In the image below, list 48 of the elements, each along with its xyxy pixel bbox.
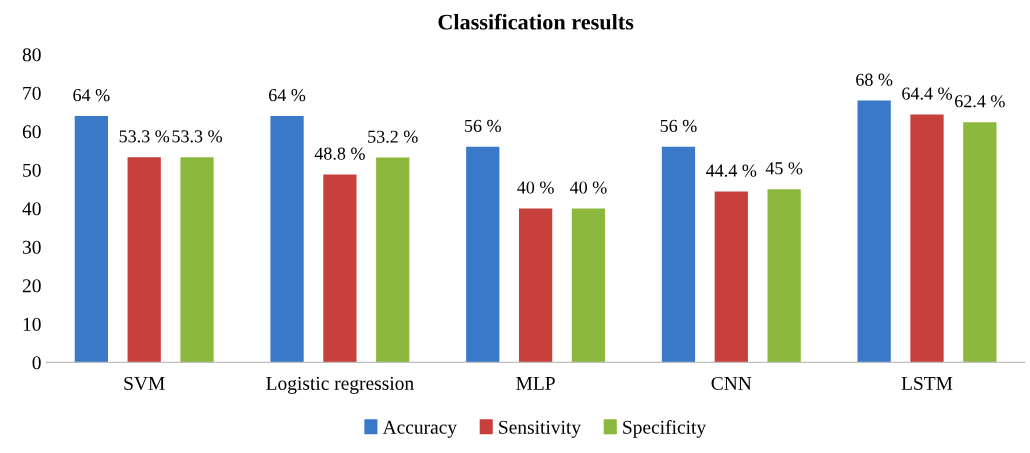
bar <box>518 208 553 363</box>
x-tick-label: CNN <box>711 376 752 390</box>
y-tick-label: 30 <box>22 240 41 254</box>
y-tick-label: 0 <box>32 356 41 370</box>
bar <box>466 146 500 363</box>
data-label: 56 % <box>465 119 501 133</box>
data-label: 40 % <box>569 181 607 194</box>
data-label: 64 % <box>269 89 306 102</box>
chart-title: Classification results <box>438 13 634 30</box>
x-tick-label: MLP <box>516 377 555 390</box>
legend-label: Specificity <box>623 419 707 438</box>
data-label: 53.3 % <box>119 130 170 143</box>
bar <box>910 114 944 363</box>
y-tick-label: 60 <box>22 125 41 139</box>
bar <box>714 191 748 363</box>
data-label: 53.3 % <box>172 130 222 143</box>
data-label: 53.2 % <box>368 130 418 143</box>
bar <box>767 189 801 363</box>
legend-label: Accuracy <box>382 420 457 438</box>
data-label: 64 % <box>73 89 110 102</box>
data-label: 40 % <box>517 181 554 194</box>
data-label: 44.4 % <box>706 164 757 177</box>
y-tick-label: 70 <box>23 86 41 100</box>
x-tick-label: LSTM <box>901 376 953 390</box>
data-label: 68 % <box>856 73 893 86</box>
bar <box>127 157 161 363</box>
bar <box>571 208 606 363</box>
bar <box>661 146 696 363</box>
y-tick-label: 10 <box>23 317 41 331</box>
bar <box>963 122 997 363</box>
data-label: 45 % <box>765 162 803 175</box>
x-tick-label: Logistic regression <box>266 376 414 394</box>
bar <box>323 174 357 363</box>
data-label: 48.8 % <box>314 147 365 160</box>
bar <box>270 115 304 363</box>
y-tick-label: 80 <box>22 48 41 62</box>
bar <box>857 100 891 363</box>
bar <box>74 115 108 363</box>
bar <box>180 157 214 363</box>
legend-label: Sensitivity <box>499 420 581 438</box>
bar <box>376 157 410 363</box>
x-tick-label: SVM <box>124 376 165 391</box>
y-tick-label: 20 <box>22 279 41 293</box>
data-label: 64.4 % <box>902 87 952 100</box>
data-label: 62.4 % <box>955 95 1005 108</box>
data-label: 56 % <box>660 119 697 133</box>
y-tick-label: 50 <box>23 163 41 177</box>
y-tick-label: 40 <box>22 202 41 216</box>
